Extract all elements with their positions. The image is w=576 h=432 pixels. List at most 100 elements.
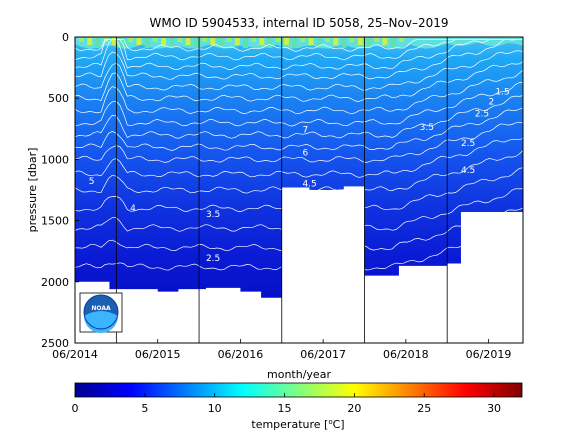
surface-warm-patch [161, 38, 166, 45]
isotherm-line [75, 39, 523, 71]
surface-warm-patch [210, 38, 216, 45]
isotherm-line [75, 50, 523, 91]
surface-warm-patch [251, 38, 257, 42]
contour-label: 4 [130, 204, 136, 214]
surface-warm-patch [144, 38, 150, 48]
isotherm-line [75, 167, 523, 213]
profile-cycle-lines [115, 37, 448, 343]
surface-warm-patch [226, 38, 232, 42]
contour-label: 3.5 [206, 210, 220, 220]
y-tick-label: 1000 [41, 153, 69, 166]
colorbar-tick-label: 25 [417, 402, 431, 415]
surface-warm-patch [169, 38, 175, 48]
surface-warm-patch [136, 38, 142, 45]
surface-warm-patch [308, 38, 314, 45]
temperature-field [75, 37, 523, 298]
y-tick-label: 2000 [41, 276, 69, 289]
surface-warm-patch [79, 38, 84, 42]
surface-warm-patch [87, 38, 93, 45]
isotherm-line [75, 107, 523, 151]
isotherm-line [75, 39, 523, 80]
y-tick-label: 1500 [41, 215, 69, 228]
surface-warm-patch [357, 38, 363, 45]
contour-label: 3.5 [420, 123, 434, 133]
contour-label: 1.5 [495, 88, 509, 98]
surface-warm-patch [95, 38, 101, 48]
isotherm-line [75, 39, 523, 52]
surface-warm-patch [398, 38, 404, 42]
isotherm-line [75, 61, 523, 102]
surface-warm-patch [325, 38, 330, 42]
isotherm-line [75, 95, 523, 139]
colorbar-tick-label: 0 [72, 402, 79, 415]
colorbar-tick-label: 20 [347, 402, 361, 415]
x-tick-label: 06/2014 [52, 348, 98, 361]
isotherm-line [75, 121, 523, 163]
surface-warm-patch [128, 38, 134, 42]
surface-warm-patch [152, 38, 158, 42]
x-tick-label: 06/2016 [218, 348, 264, 361]
surface-warm-patch [193, 38, 199, 48]
contour-label: 2.5 [206, 254, 220, 264]
x-tick-label: 06/2017 [300, 348, 346, 361]
y-axis-label: pressure [dbar] [26, 148, 39, 233]
surface-warm-patch [390, 38, 396, 48]
noaa-logo-text: NOAA [91, 305, 111, 312]
colorbar-label: temperature [oC] [251, 418, 344, 431]
y-axis: 0 500 1000 1500 2000 2500 [41, 31, 79, 350]
x-axis-label: month/year [267, 368, 331, 381]
isotherm-line [75, 39, 523, 61]
y-tick-label: 0 [62, 31, 69, 44]
colorbar-tick-label: 10 [208, 402, 222, 415]
isotherm-line [75, 188, 523, 232]
plot-area: 765 4.543.53.52.54.52.52.521.5 [75, 37, 523, 343]
x-axis: 06/2014 06/2015 06/2016 06/2017 06/2018 06/20… [52, 339, 511, 361]
contour-label: 5 [89, 177, 95, 187]
contour-label: 7 [302, 125, 308, 135]
isotherm-line [75, 207, 523, 252]
surface-warm-patch [275, 38, 281, 42]
contour-label: 2 [489, 97, 495, 107]
surface-warm-patch [218, 38, 224, 48]
colorbar-tick-label: 15 [278, 402, 292, 415]
surface-warm-patch [111, 38, 117, 45]
surface-warm-patch [284, 38, 289, 45]
x-tick-label: 06/2018 [383, 348, 429, 361]
isotherm-line [75, 138, 523, 178]
surface-warm-patch [234, 38, 240, 45]
surface-warm-patch [316, 38, 322, 48]
surface-warm-patch [382, 38, 388, 45]
surface-warm-patch [243, 38, 248, 48]
surface-warm-patch [341, 38, 347, 48]
contour-label: 6 [302, 149, 308, 159]
surface-warm-patch [300, 38, 306, 42]
surface-warm-patch [333, 38, 339, 45]
surface-warm-patch [202, 38, 207, 42]
surface-warm-patch [103, 38, 109, 42]
surface-warm-patch [366, 38, 371, 48]
isotherm-contours [75, 39, 523, 271]
surface-warm-patch [349, 38, 355, 42]
isotherm-line [75, 69, 523, 115]
contour-labels: 765 4.543.53.52.54.52.52.521.5 [89, 88, 510, 264]
chart-title: WMO ID 5904533, internal ID 5058, 25–Nov… [150, 16, 449, 30]
contour-label: 2.5 [475, 110, 489, 120]
colorbar-tick-label: 5 [141, 402, 148, 415]
surface-warm-patch [259, 38, 265, 45]
contour-label: 4.5 [461, 166, 475, 176]
contour-label: 2.5 [461, 139, 475, 149]
colorbar-tick-label: 30 [487, 402, 501, 415]
y-tick-label: 2500 [41, 337, 69, 350]
surface-warm-patch [177, 38, 183, 42]
surface-warm-patch [267, 38, 273, 48]
isotherm-line [75, 82, 523, 127]
isotherm-line [75, 229, 523, 271]
isotherm-line [75, 150, 523, 194]
surface-warm-patch [292, 38, 298, 48]
surface-warm-patch [185, 38, 191, 45]
plot-frame [74, 36, 524, 344]
contour-label: 4.5 [302, 179, 316, 189]
noaa-logo: NOAA [79, 292, 123, 333]
y-tick-label: 500 [48, 92, 69, 105]
